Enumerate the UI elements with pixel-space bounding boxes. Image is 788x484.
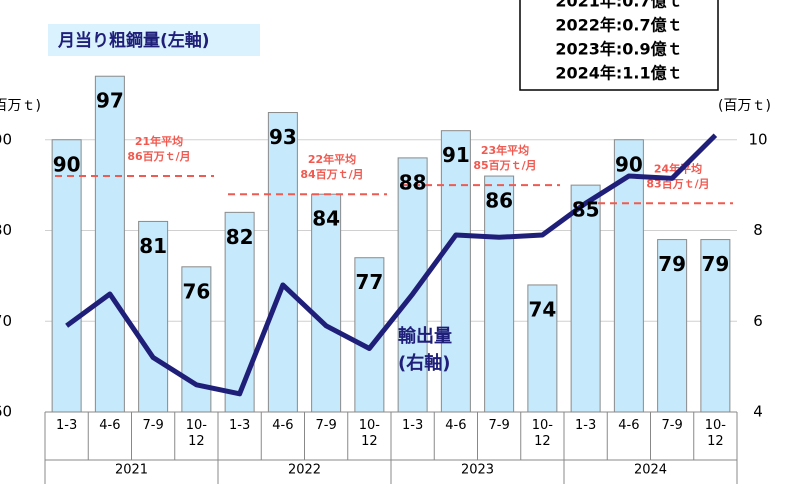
- data-label: 84: [312, 207, 340, 231]
- average-label: 83百万ｔ/月: [646, 177, 709, 190]
- y2-tick-label: 10: [748, 130, 767, 148]
- bar: [94, 75, 125, 413]
- data-label: 90: [53, 152, 81, 176]
- y-tick-label: 60: [0, 403, 12, 421]
- line-label: 輸出量: [398, 325, 452, 347]
- average-label: 22年平均: [308, 152, 356, 166]
- data-label: 76: [182, 279, 210, 303]
- y2-tick-label: 6: [753, 312, 763, 330]
- data-label: 88: [399, 170, 427, 194]
- y2-axis-label: (百万ｔ): [718, 98, 771, 114]
- data-label: 77: [355, 270, 383, 294]
- group-label: 2022: [288, 463, 321, 478]
- data-label: 93: [269, 125, 297, 149]
- x-tick-label: 1-3: [229, 418, 251, 433]
- line-label: (右軸): [398, 352, 450, 374]
- x-tick-label: 10-12: [185, 418, 207, 449]
- data-label: 74: [528, 297, 556, 321]
- bar: [527, 284, 558, 413]
- bar: [440, 130, 471, 413]
- group-label: 2021: [115, 463, 148, 478]
- data-label: 82: [226, 225, 254, 249]
- data-label: 97: [96, 89, 124, 113]
- group-label: 2023: [461, 463, 494, 478]
- bar: [657, 239, 688, 413]
- group-label: 2024: [634, 463, 667, 478]
- x-tick-label: 10-12: [704, 418, 726, 449]
- x-tick-label: 7-9: [661, 418, 683, 433]
- box-line: 2022年:0.7億ｔ: [555, 16, 682, 35]
- data-label: 86: [485, 189, 513, 213]
- x-tick-label: 4-6: [272, 418, 294, 433]
- y-axis-label: (百万ｔ): [0, 98, 41, 114]
- box-line: 2024年:1.1億ｔ: [555, 64, 682, 83]
- y-tick-label: 70: [0, 312, 12, 330]
- x-tick-label: 7-9: [315, 418, 337, 433]
- x-tick-label: 7-9: [488, 418, 510, 433]
- bar: [267, 112, 298, 413]
- bar: [570, 184, 601, 413]
- x-tick-label: 1-3: [402, 418, 424, 433]
- bar: [51, 139, 82, 413]
- data-label: 81: [139, 234, 167, 258]
- bar: [700, 239, 731, 413]
- average-label: 24年平均: [654, 161, 702, 175]
- data-label: 79: [658, 252, 686, 276]
- x-tick-label: 1-3: [56, 418, 78, 433]
- x-tick-label: 7-9: [142, 418, 164, 433]
- y-tick-label: 90: [0, 130, 12, 148]
- bar: [224, 211, 255, 413]
- data-label: 91: [442, 143, 470, 167]
- title-bg: [48, 24, 260, 56]
- x-tick-label: 4-6: [99, 418, 121, 433]
- y2-tick-label: 8: [753, 221, 763, 239]
- data-label: 79: [701, 252, 729, 276]
- chart-title: 月当り粗鋼量(左軸): [57, 30, 210, 51]
- x-tick-label: 10-12: [531, 418, 553, 449]
- x-tick-label: 4-6: [618, 418, 640, 433]
- box-line: 2021年:0.7億ｔ: [555, 0, 682, 11]
- average-label: 86百万ｔ/月: [127, 150, 190, 163]
- average-label: 23年平均: [481, 143, 529, 157]
- average-label: 85百万ｔ/月: [473, 159, 536, 172]
- bar: [613, 139, 644, 413]
- average-label: 21年平均: [135, 134, 183, 148]
- x-tick-label: 10-12: [358, 418, 380, 449]
- bar: [484, 175, 515, 413]
- y2-tick-label: 4: [753, 403, 763, 421]
- box-line: 2023年:0.9億ｔ: [555, 40, 682, 59]
- bar: [138, 220, 169, 413]
- x-tick-label: 1-3: [575, 418, 597, 433]
- export-box: [519, 0, 719, 91]
- bar: [311, 193, 342, 413]
- x-tick-label: 4-6: [445, 418, 467, 433]
- average-label: 84百万ｔ/月: [300, 168, 363, 181]
- data-label: 90: [615, 152, 643, 176]
- data-label: 85: [572, 198, 600, 222]
- export-line: [65, 133, 718, 397]
- y-tick-label: 80: [0, 221, 12, 239]
